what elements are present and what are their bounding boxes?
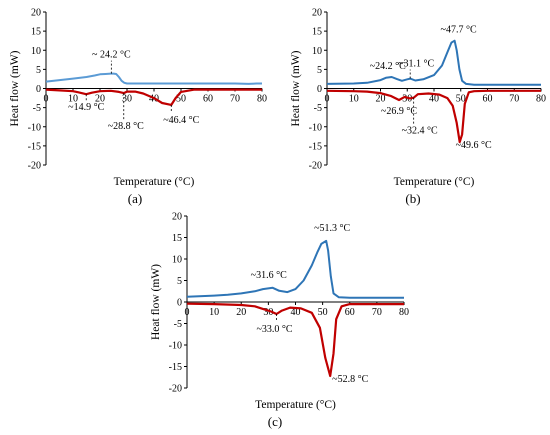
peak-annotation: ~ 24.2 °C [92, 50, 131, 61]
peak-annotation: ~46.4 °C [163, 115, 199, 126]
x-tick-label: 30 [122, 94, 132, 105]
cooling-curve [186, 302, 404, 378]
y-tick-label: -20 [309, 161, 322, 172]
peak-annotation: ~28.8 °C [108, 121, 144, 132]
y-tick-label: 15 [312, 27, 322, 38]
x-tick-label: 50 [176, 94, 186, 105]
x-tick-label: 50 [318, 307, 328, 318]
x-tick-label: 20 [236, 307, 246, 318]
x-tick-label: 20 [95, 94, 105, 105]
y-tick-label: 15 [172, 233, 182, 244]
x-tick-label: 70 [372, 307, 382, 318]
y-tick-label: 0 [317, 84, 322, 95]
y-tick-label: -5 [174, 319, 182, 330]
y-tick-label: -10 [309, 122, 322, 133]
y-tick-label: 20 [312, 8, 322, 19]
x-tick-label: 20 [376, 94, 386, 105]
heating-curve [186, 239, 404, 299]
y-tick-label: -15 [309, 141, 322, 152]
x-tick-label: 0 [185, 307, 190, 318]
cooling-curve [326, 89, 541, 144]
cooling-curve [45, 88, 262, 106]
peak-annotation: ~31.1 °C [398, 59, 434, 70]
y-tick-label: 0 [177, 298, 182, 309]
x-tick-label: 60 [345, 307, 355, 318]
y-tick-label: -20 [169, 384, 182, 395]
heating-curve [326, 39, 541, 86]
x-tick-label: 70 [509, 94, 519, 105]
y-tick-label: 10 [312, 46, 322, 57]
panel-label-a: (a) [128, 191, 142, 206]
peak-annotation: ~49.6 °C [456, 140, 492, 151]
y-tick-label: 5 [177, 276, 182, 287]
y-axis-title: Heat flow (mW) [290, 50, 302, 126]
x-tick-label: 80 [536, 94, 546, 105]
x-tick-label: 40 [291, 307, 301, 318]
y-tick-label: -15 [169, 362, 182, 373]
panel-label-b: (b) [405, 191, 420, 206]
peak-annotation: ~14.9 °C [68, 102, 104, 113]
x-axis-title: Temperature (°C) [114, 176, 195, 188]
x-tick-label: 10 [349, 94, 359, 105]
y-tick-label: 10 [31, 46, 41, 57]
x-tick-label: 0 [44, 94, 49, 105]
peak-annotation: ~52.8 °C [332, 374, 368, 385]
y-tick-label: 20 [31, 8, 41, 19]
peak-annotation: ~31.6 °C [251, 270, 287, 281]
y-tick-label: 10 [172, 255, 182, 266]
x-tick-label: 10 [68, 94, 78, 105]
y-tick-label: 15 [31, 27, 41, 38]
x-tick-label: 40 [429, 94, 439, 105]
y-tick-label: -10 [169, 341, 182, 352]
x-tick-label: 0 [325, 94, 330, 105]
y-tick-label: 0 [36, 84, 41, 95]
y-axis-title: Heat flow (mW) [150, 264, 162, 340]
x-tick-label: 80 [399, 307, 409, 318]
peak-annotation: ~33.0 °C [256, 324, 292, 335]
x-tick-label: 10 [209, 307, 219, 318]
y-tick-label: -15 [28, 141, 41, 152]
peak-annotation: ~26.9 °C [381, 106, 417, 117]
y-axis-title: Heat flow (mW) [9, 50, 21, 126]
y-tick-label: -5 [33, 103, 41, 114]
y-tick-label: -20 [28, 161, 41, 172]
x-tick-label: 80 [257, 94, 267, 105]
y-tick-label: -10 [28, 122, 41, 133]
x-tick-label: 60 [203, 94, 213, 105]
x-tick-label: 60 [483, 94, 493, 105]
peak-annotation: ~51.3 °C [314, 223, 350, 234]
x-tick-label: 50 [456, 94, 466, 105]
x-tick-label: 70 [230, 94, 240, 105]
panel-label-c: (c) [268, 414, 282, 429]
heating-curve [45, 72, 262, 85]
peak-annotation: ~24.2 °C [370, 61, 406, 72]
y-tick-label: 20 [172, 212, 182, 223]
y-tick-label: 5 [36, 65, 41, 76]
x-tick-label: 30 [402, 94, 412, 105]
y-tick-label: -5 [314, 103, 322, 114]
peak-annotation: ~32.4 °C [402, 126, 438, 137]
x-axis-title: Temperature (°C) [255, 399, 336, 411]
y-tick-label: 5 [317, 65, 322, 76]
x-axis-title: Temperature (°C) [394, 176, 475, 188]
x-tick-label: 30 [263, 307, 273, 318]
peak-annotation: ~47.7 °C [441, 25, 477, 36]
